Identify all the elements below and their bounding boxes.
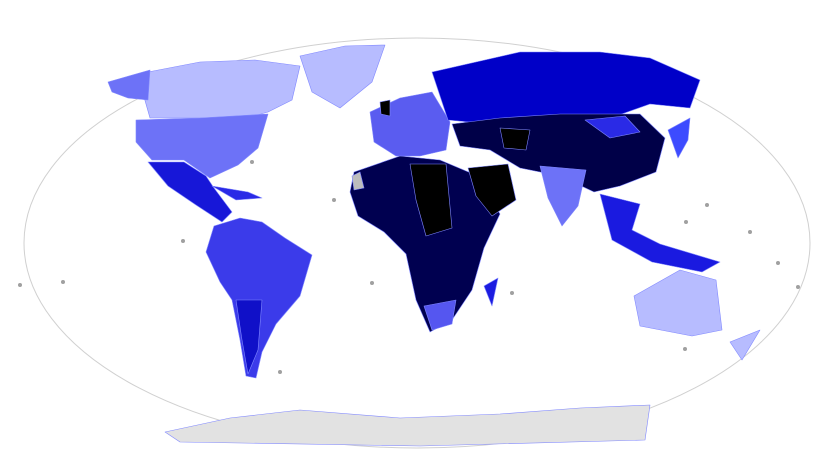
alaska xyxy=(107,69,151,101)
madagascar xyxy=(483,277,499,307)
central-asia xyxy=(499,127,531,151)
island-dot xyxy=(181,239,185,243)
argentina-chile xyxy=(235,299,263,375)
island-dot xyxy=(250,160,254,164)
arabian-peninsula xyxy=(467,163,517,217)
island-dot xyxy=(684,220,688,224)
island-dot xyxy=(510,291,514,295)
mexico-central-america xyxy=(147,161,233,223)
island-dot xyxy=(748,230,752,234)
united-kingdom xyxy=(379,99,391,117)
mongolia xyxy=(584,115,641,139)
island-dot xyxy=(683,347,687,351)
island-dot xyxy=(61,280,65,284)
island-dot xyxy=(18,283,22,287)
canada xyxy=(141,59,301,121)
southeast-asia xyxy=(599,193,721,273)
island-dot xyxy=(370,281,374,285)
new-zealand xyxy=(729,329,761,361)
western-sahara xyxy=(351,171,365,191)
caribbean xyxy=(211,185,263,201)
antarctica xyxy=(164,404,651,447)
island-dot xyxy=(796,285,800,289)
greenland xyxy=(299,44,386,109)
island-dot xyxy=(332,198,336,202)
southern-africa xyxy=(423,299,457,331)
united-states xyxy=(135,113,269,179)
island-dot xyxy=(705,203,709,207)
sahara-countries xyxy=(409,163,453,237)
australia xyxy=(633,269,723,337)
island-dot xyxy=(776,261,780,265)
small-islands xyxy=(18,160,800,374)
south-america xyxy=(205,217,313,379)
japan xyxy=(667,117,691,159)
island-dot xyxy=(278,370,282,374)
india xyxy=(539,165,587,227)
